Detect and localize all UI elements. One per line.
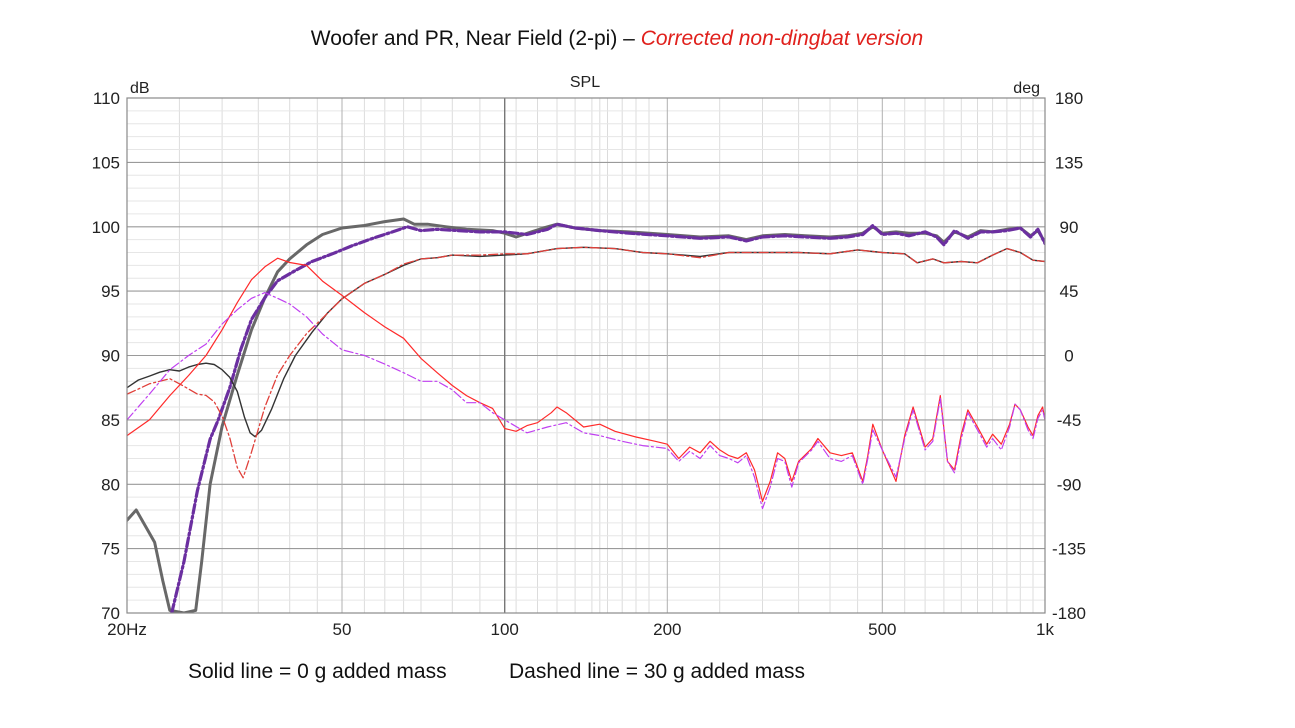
y2-tick-label: 45 <box>1060 282 1079 301</box>
y2-tick-label: -180 <box>1052 604 1086 623</box>
y-tick-label: 110 <box>93 89 120 108</box>
series-line-6 <box>127 292 1045 510</box>
y-tick-label: 90 <box>101 347 120 366</box>
y-tick-label: 85 <box>101 411 120 430</box>
y-unit-right: deg <box>1013 80 1040 97</box>
y2-tick-label: 135 <box>1055 153 1083 172</box>
x-tick-label: 500 <box>868 620 896 639</box>
y-tick-label: 75 <box>101 540 120 559</box>
y-tick-label: 70 <box>101 604 120 623</box>
y-tick-label: 105 <box>92 153 120 172</box>
x-tick-label: 100 <box>491 620 519 639</box>
y2-tick-label: 180 <box>1055 89 1083 108</box>
caption-solid: Solid line = 0 g added mass <box>188 660 447 683</box>
chart-title: SPL <box>570 74 600 91</box>
title-accent: Corrected non-dingbat version <box>640 27 924 50</box>
y2-tick-label: 90 <box>1060 218 1079 237</box>
x-tick-label: 200 <box>653 620 681 639</box>
x-tick-label: 20Hz <box>107 620 147 639</box>
y-unit-left: dB <box>130 80 150 97</box>
y-tick-label: 80 <box>101 475 120 494</box>
y-tick-label: 100 <box>92 218 120 237</box>
title-main: Woofer and PR, Near Field (2-pi) – <box>310 27 635 50</box>
caption-dashed: Dashed line = 30 g added mass <box>509 660 805 683</box>
series-line-5 <box>127 257 1045 502</box>
series-layer <box>127 217 1045 613</box>
x-tick-label: 1k <box>1036 620 1054 639</box>
spl-chart: 70 75 80 85 90 95 100 105 110 -180 -135 -90 -45 0 45 90… <box>92 74 1086 639</box>
series-line-2 <box>170 222 1045 613</box>
page-title: Woofer and PR, Near Field (2-pi) – Corre… <box>0 27 1234 51</box>
y-tick-label: 95 <box>101 282 120 301</box>
plot-frame <box>126 97 1046 614</box>
series-line-4 <box>127 246 1045 479</box>
y2-tick-label: -90 <box>1057 475 1082 494</box>
x-tick-label: 50 <box>333 620 352 639</box>
y2-tick-label: 0 <box>1064 347 1073 366</box>
y2-tick-label: -45 <box>1057 411 1082 430</box>
axis-labels: 70 75 80 85 90 95 100 105 110 -180 -135 -90 -45 0 45 90… <box>92 89 1086 639</box>
y2-tick-label: -135 <box>1052 540 1086 559</box>
